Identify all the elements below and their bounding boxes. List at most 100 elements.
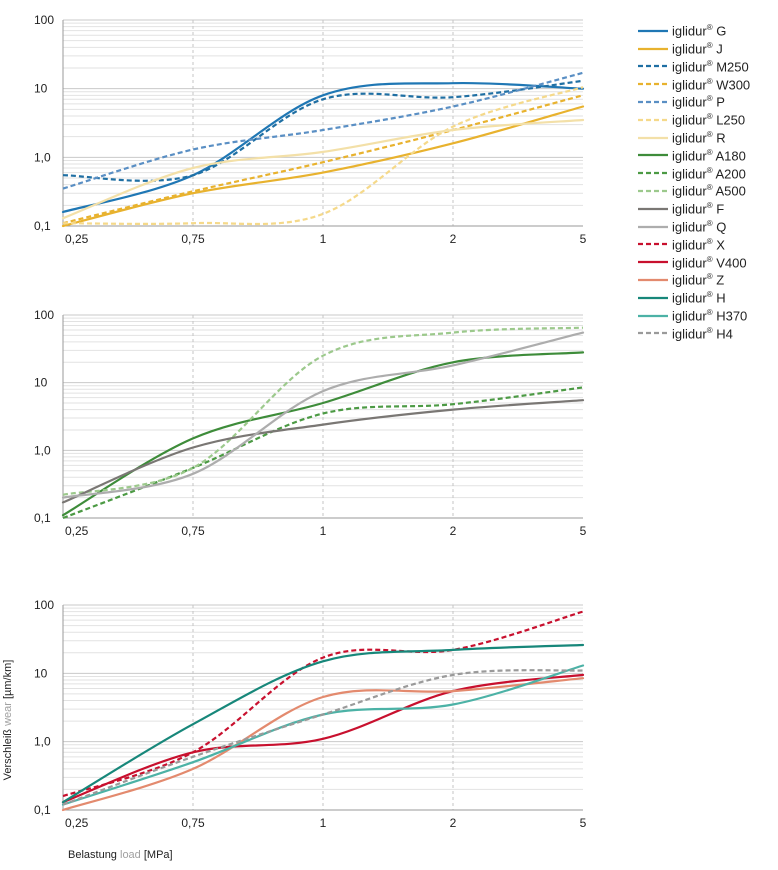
legend-label: iglidur® V400: [672, 255, 747, 270]
legend-brand: iglidur: [672, 201, 707, 217]
legend-brand: iglidur: [672, 23, 707, 39]
legend-registered-mark: ®: [706, 165, 713, 175]
legend-item: iglidur® Z: [638, 271, 778, 289]
chart-panel-3: 100 10 1,0 0,1 0,25 0,75 1 2 5: [34, 598, 587, 830]
legend-registered-mark: ®: [706, 290, 713, 300]
y-tick-label: 100: [34, 598, 54, 612]
legend-label: iglidur® A180: [672, 148, 746, 163]
y-tick-label: 100: [34, 13, 54, 27]
series-line-iglidur-z: [61, 677, 585, 812]
x-axis-title: Belastung load [MPa]: [68, 849, 173, 861]
legend-model: R: [712, 130, 726, 146]
x-tick-label: 5: [580, 816, 587, 830]
legend-item: iglidur® V400: [638, 253, 778, 271]
x-tick-label: 2: [450, 232, 457, 246]
y-axis-title-unit: [µm/km]: [2, 659, 14, 700]
legend-registered-mark: ®: [706, 23, 713, 33]
series-line-iglidur-h4: [62, 669, 584, 806]
chart-panel-1: 100 10 1,0 0,1 0,25 0,75 1 2 5: [34, 13, 587, 246]
y-tick-label: 1,0: [34, 150, 51, 164]
y-axis-title-de: Verschleiß: [2, 728, 14, 781]
series-line-iglidur-f: [61, 399, 585, 504]
legend-swatch: [638, 154, 668, 157]
legend-registered-mark: ®: [706, 183, 713, 193]
legend-swatch: [638, 83, 668, 86]
legend-item: iglidur® L250: [638, 111, 778, 129]
legend-brand: iglidur: [672, 94, 707, 110]
series-line-iglidur-r: [61, 118, 585, 220]
legend-model: M250: [712, 59, 749, 75]
series-line-iglidur-w300: [62, 94, 584, 225]
legend-model: A180: [712, 148, 746, 164]
legend-label: iglidur® F: [672, 201, 724, 216]
legend-brand: iglidur: [672, 237, 707, 253]
series-line-iglidur-p: [62, 71, 584, 190]
legend-brand: iglidur: [672, 272, 707, 288]
y-tick-label: 0,1: [34, 219, 51, 233]
legend-registered-mark: ®: [706, 236, 713, 246]
y-tick-label: 0,1: [34, 511, 51, 525]
legend-model: H: [712, 290, 726, 306]
legend-label: iglidur® L250: [672, 112, 745, 127]
legend-item: iglidur® P: [638, 93, 778, 111]
legend-swatch: [638, 136, 668, 139]
x-tick-label: 0,25: [65, 816, 89, 830]
legend-item: iglidur® A200: [638, 164, 778, 182]
legend-model: A500: [712, 183, 746, 199]
y-axis-title-en: wear: [2, 702, 14, 726]
legend-brand: iglidur: [672, 130, 707, 146]
legend-brand: iglidur: [672, 165, 707, 181]
legend-brand: iglidur: [672, 112, 707, 128]
legend-item: iglidur® G: [638, 22, 778, 40]
series-line-iglidur-a180: [61, 351, 585, 517]
x-tick-label: 0,25: [65, 232, 89, 246]
y-tick-label: 0,1: [34, 803, 51, 817]
legend-registered-mark: ®: [706, 272, 713, 282]
x-tick-label: 0,75: [181, 816, 205, 830]
legend-brand: iglidur: [672, 219, 707, 235]
legend-item: iglidur® M250: [638, 58, 778, 76]
legend-item: iglidur® H: [638, 289, 778, 307]
legend-model: Q: [712, 219, 727, 235]
legend-model: V400: [712, 254, 747, 270]
legend-registered-mark: ®: [706, 201, 713, 211]
x-tick-label: 0,25: [65, 524, 89, 538]
legend-label: iglidur® H370: [672, 308, 747, 323]
x-tick-label: 1: [320, 816, 327, 830]
legend-label: iglidur® X: [672, 237, 725, 252]
series-line-iglidur-a500: [62, 326, 584, 496]
y-tick-label: 1,0: [34, 735, 51, 749]
legend-swatch: [638, 332, 668, 335]
legend-model: G: [712, 23, 727, 39]
x-tick-label: 5: [580, 232, 587, 246]
y-axis-title: Verschleiß wear [µm/km]: [2, 620, 22, 820]
legend-label: iglidur® J: [672, 41, 723, 56]
legend-registered-mark: ®: [706, 307, 713, 317]
legend-registered-mark: ®: [706, 219, 713, 228]
x-axis-title-de: Belastung: [68, 849, 117, 861]
legend-label: iglidur® P: [672, 94, 725, 109]
legend-swatch: [638, 118, 668, 121]
legend-swatch: [638, 207, 668, 210]
legend-model: L250: [712, 112, 746, 128]
legend-swatch: [638, 47, 668, 50]
legend-item: iglidur® A500: [638, 182, 778, 200]
legend-brand: iglidur: [672, 183, 707, 199]
legend-swatch: [638, 243, 668, 246]
legend-label: iglidur® R: [672, 130, 726, 145]
x-tick-label: 1: [320, 524, 327, 538]
legend-brand: iglidur: [672, 290, 707, 306]
legend-item: iglidur® J: [638, 40, 778, 58]
legend-brand: iglidur: [672, 41, 707, 57]
legend-registered-mark: ®: [706, 76, 713, 86]
legend-registered-mark: ®: [706, 58, 713, 68]
legend-registered-mark: ®: [706, 94, 713, 104]
legend-item: iglidur® R: [638, 129, 778, 147]
legend-brand: iglidur: [672, 308, 707, 324]
legend-swatch: [638, 189, 668, 193]
x-tick-label: 0,75: [181, 232, 205, 246]
legend-swatch: [638, 172, 668, 175]
legend-label: iglidur® Z: [672, 272, 724, 287]
chart-panel-2: 100 10 1,0 0,1 0,25 0,75 1 2 5: [34, 308, 587, 538]
